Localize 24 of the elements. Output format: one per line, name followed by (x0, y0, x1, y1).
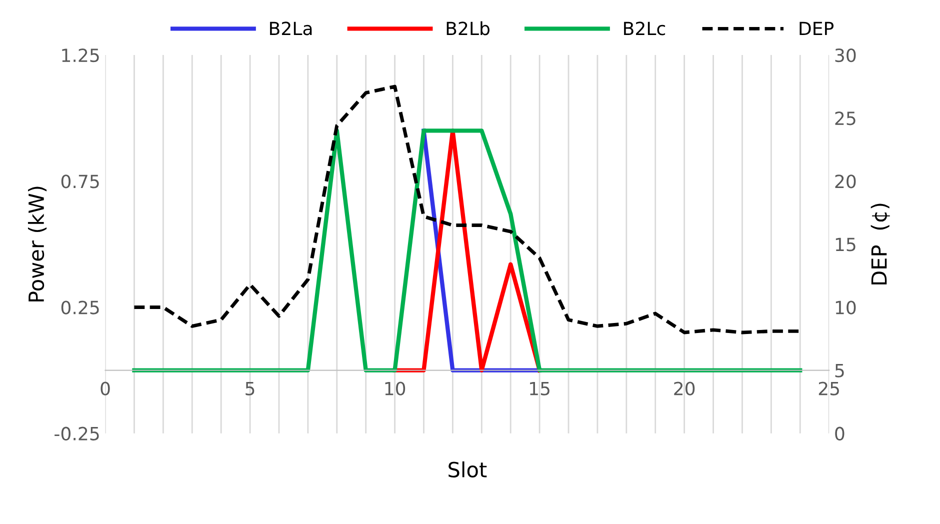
x-tick-label: 15 (530, 382, 550, 396)
y-tick-label: 1.25 (62, 48, 99, 62)
x-tick-label: 5 (246, 382, 254, 396)
x-tick-label: 20 (674, 382, 695, 396)
legend-label: DEP (800, 22, 834, 36)
y2-tick-label: 15 (836, 238, 856, 252)
y2-tick-label: 5 (835, 364, 844, 378)
y-axis-title: Power (kW) (28, 186, 47, 302)
x-tick-label: 0 (100, 382, 110, 396)
y-tick-label: 0.75 (61, 174, 99, 188)
y2-tick-label: 25 (835, 112, 856, 126)
legend-label: B2Lb (446, 21, 490, 36)
y2-tick-label: 0 (835, 426, 844, 440)
x-axis-title: Slot (448, 461, 487, 478)
y2-tick-label: 30 (835, 48, 856, 62)
x-tick-label: 25 (818, 382, 839, 396)
y2-tick-label: 10 (836, 300, 856, 314)
x-tick-label: 10 (385, 382, 406, 396)
y2-axis-title: DEP (¢) (870, 204, 890, 284)
y2-tick-label: 20 (835, 174, 856, 188)
legend-label: B2Lc (624, 22, 666, 36)
legend-label: B2La (270, 22, 312, 36)
y-tick-label: 0.25 (61, 300, 99, 314)
y-tick-label: -0.25 (54, 426, 99, 440)
